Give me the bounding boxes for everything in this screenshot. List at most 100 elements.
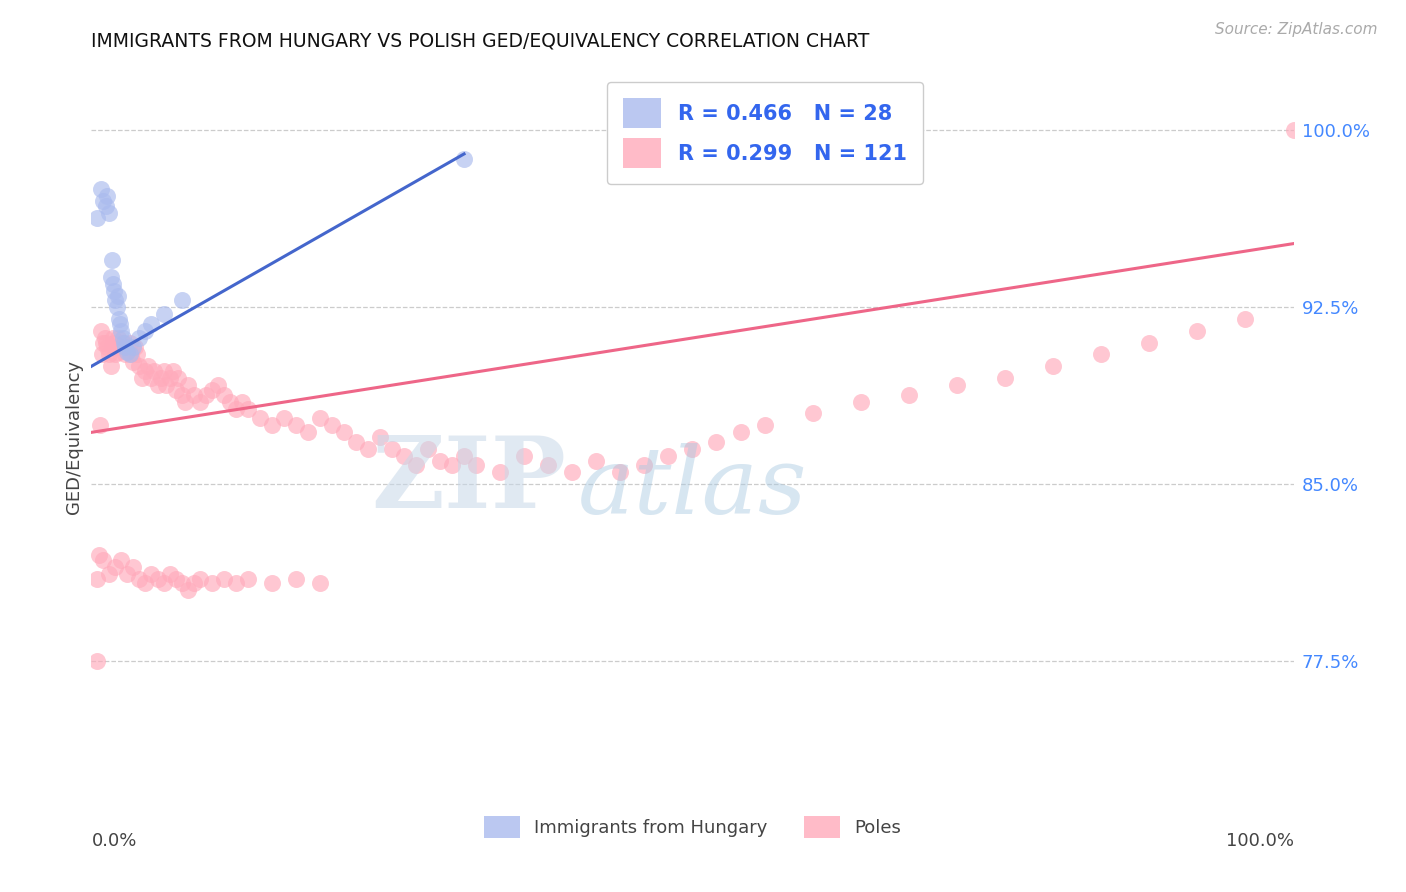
- Point: [107, 331, 129, 345]
- Point: [101, 253, 124, 268]
- Point: [152, 364, 174, 378]
- Point: [212, 387, 235, 401]
- Point: [110, 553, 132, 567]
- Point: [124, 340, 146, 354]
- Point: [117, 345, 139, 359]
- Point: [170, 293, 193, 308]
- Point: [89, 418, 111, 433]
- Point: [128, 331, 150, 345]
- Point: [122, 340, 145, 354]
- Text: Source: ZipAtlas.com: Source: ZipAtlas.com: [1215, 22, 1378, 37]
- Point: [152, 576, 174, 591]
- Point: [146, 572, 169, 586]
- Point: [136, 359, 159, 374]
- Point: [754, 418, 776, 433]
- Point: [90, 182, 112, 196]
- Point: [321, 418, 343, 433]
- Point: [308, 411, 330, 425]
- Point: [465, 458, 488, 473]
- Point: [946, 378, 969, 392]
- Point: [260, 418, 283, 433]
- Point: [96, 189, 118, 203]
- Point: [91, 347, 114, 361]
- Point: [308, 576, 330, 591]
- Point: [159, 371, 181, 385]
- Point: [416, 442, 439, 456]
- Point: [114, 347, 136, 361]
- Point: [128, 572, 150, 586]
- Point: [141, 566, 163, 581]
- Point: [453, 449, 475, 463]
- Point: [104, 293, 127, 308]
- Point: [1090, 347, 1112, 361]
- Point: [122, 559, 145, 574]
- Point: [201, 576, 224, 591]
- Point: [633, 458, 655, 473]
- Point: [1187, 324, 1209, 338]
- Point: [657, 449, 679, 463]
- Point: [86, 572, 108, 586]
- Point: [194, 387, 217, 401]
- Point: [201, 383, 224, 397]
- Point: [429, 453, 451, 467]
- Point: [489, 466, 512, 480]
- Point: [609, 466, 631, 480]
- Point: [453, 152, 475, 166]
- Point: [96, 340, 118, 354]
- Point: [108, 312, 131, 326]
- Point: [207, 378, 229, 392]
- Text: 0.0%: 0.0%: [91, 832, 136, 850]
- Point: [134, 576, 156, 591]
- Point: [706, 434, 728, 449]
- Point: [183, 387, 205, 401]
- Point: [801, 407, 824, 421]
- Point: [104, 559, 127, 574]
- Point: [107, 288, 129, 302]
- Point: [183, 576, 205, 591]
- Point: [162, 364, 184, 378]
- Point: [1234, 312, 1257, 326]
- Point: [93, 335, 115, 350]
- Point: [105, 340, 128, 354]
- Point: [93, 553, 115, 567]
- Point: [134, 324, 156, 338]
- Legend: Immigrants from Hungary, Poles: Immigrants from Hungary, Poles: [477, 808, 908, 845]
- Point: [344, 434, 367, 449]
- Point: [101, 277, 124, 291]
- Point: [150, 371, 173, 385]
- Point: [159, 566, 181, 581]
- Point: [167, 371, 190, 385]
- Point: [225, 576, 247, 591]
- Point: [111, 331, 134, 345]
- Point: [284, 572, 307, 586]
- Point: [86, 654, 108, 668]
- Point: [188, 572, 211, 586]
- Point: [405, 458, 427, 473]
- Point: [111, 335, 134, 350]
- Point: [212, 572, 235, 586]
- Point: [165, 383, 187, 397]
- Y-axis label: GED/Equivalency: GED/Equivalency: [65, 360, 83, 514]
- Point: [231, 394, 253, 409]
- Point: [98, 347, 121, 361]
- Point: [120, 347, 142, 361]
- Point: [1137, 335, 1160, 350]
- Point: [170, 576, 193, 591]
- Point: [104, 347, 127, 361]
- Point: [165, 572, 187, 586]
- Point: [284, 418, 307, 433]
- Point: [174, 394, 197, 409]
- Text: ZIP: ZIP: [371, 433, 567, 530]
- Text: IMMIGRANTS FROM HUNGARY VS POLISH GED/EQUIVALENCY CORRELATION CHART: IMMIGRANTS FROM HUNGARY VS POLISH GED/EQ…: [91, 31, 870, 50]
- Point: [218, 394, 240, 409]
- Point: [297, 425, 319, 440]
- Point: [537, 458, 560, 473]
- Point: [90, 324, 112, 338]
- Point: [87, 548, 110, 562]
- Point: [381, 442, 404, 456]
- Point: [176, 378, 198, 392]
- Point: [93, 331, 115, 345]
- Point: [1282, 123, 1305, 137]
- Point: [103, 284, 125, 298]
- Point: [357, 442, 380, 456]
